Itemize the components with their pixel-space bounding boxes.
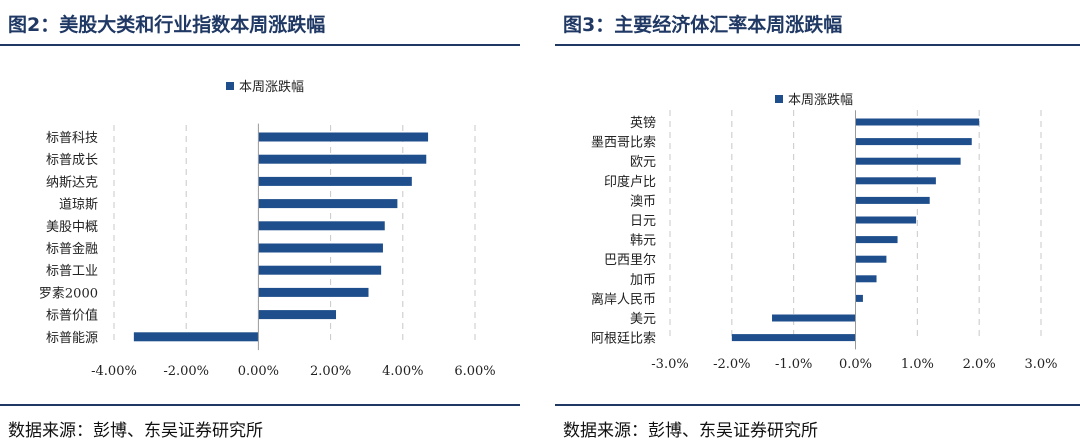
- right-category-label: 墨西哥比索: [591, 136, 656, 151]
- right-bar: [855, 177, 936, 185]
- right-bar: [855, 255, 887, 263]
- right-category-label: 日元: [630, 214, 656, 229]
- left-category-label: 美股中概: [46, 220, 98, 235]
- left-source-bar: 数据来源：彭博、东吴证券研究所: [0, 404, 520, 447]
- left-category-label: 罗素2000: [39, 286, 98, 301]
- right-tick-label: -1.0%: [775, 357, 812, 372]
- right-category-label: 阿根廷比索: [591, 332, 656, 347]
- right-bar: [855, 157, 961, 165]
- right-tick-label: -3.0%: [651, 357, 688, 372]
- left-category-label: 道琼斯: [59, 198, 98, 213]
- right-category-label: 印度卢比: [604, 174, 656, 190]
- right-chart-title: 图3：主要经济体汇率本周涨跌幅: [563, 14, 843, 36]
- right-category-label: 加币: [630, 273, 656, 288]
- right-category-label: 离岸人民币: [591, 291, 656, 307]
- left-bar: [133, 332, 259, 342]
- left-category-label: 标普金融: [46, 241, 98, 257]
- left-bar: [258, 132, 429, 142]
- right-bar: [855, 138, 972, 146]
- right-category-label: 韩元: [630, 234, 656, 249]
- right-source-text: 数据来源：彭博、东吴证券研究所: [563, 421, 818, 441]
- right-chart-panel: 图3：主要经济体汇率本周涨跌幅 本周涨跌幅英镑墨西哥比索欧元印度卢比澳币日元韩元…: [555, 0, 1080, 445]
- right-legend-swatch: [775, 95, 783, 103]
- left-tick-label: 4.00%: [382, 364, 423, 379]
- left-tick-label: -2.00%: [163, 364, 209, 379]
- left-category-label: 纳斯达克: [46, 175, 98, 190]
- right-tick-label: -2.0%: [713, 357, 750, 372]
- left-category-label: 标普工业: [46, 264, 98, 279]
- left-legend-label: 本周涨跌幅: [239, 79, 304, 95]
- left-bar: [258, 199, 398, 209]
- right-bar: [855, 196, 930, 204]
- left-chart-panel: 图2：美股大类和行业指数本周涨跌幅 本周涨跌幅标普科技标普成长纳斯达克道琼斯美股…: [0, 0, 520, 445]
- right-tick-label: 3.0%: [1024, 357, 1057, 372]
- right-bar: [772, 314, 856, 322]
- right-bar: [855, 294, 863, 302]
- right-category-label: 澳币: [630, 193, 656, 209]
- left-legend-swatch: [226, 82, 234, 90]
- right-bar: [855, 118, 980, 126]
- right-bar: [855, 216, 917, 224]
- left-tick-label: 0.00%: [238, 364, 279, 379]
- left-bar: [258, 243, 383, 253]
- left-chart-title: 图2：美股大类和行业指数本周涨跌幅: [8, 14, 326, 36]
- right-bar: [855, 236, 898, 244]
- left-bar: [258, 310, 337, 320]
- right-title-bar: 图3：主要经济体汇率本周涨跌幅: [555, 0, 1080, 46]
- right-legend-label: 本周涨跌幅: [788, 92, 853, 108]
- left-category-label: 标普能源: [46, 331, 98, 346]
- right-tick-label: 1.0%: [901, 357, 934, 372]
- right-bar: [731, 334, 856, 342]
- left-bar: [258, 154, 427, 164]
- right-source-bar: 数据来源：彭博、东吴证券研究所: [555, 404, 1080, 447]
- left-tick-label: 2.00%: [310, 364, 351, 379]
- left-category-label: 标普科技: [46, 131, 98, 146]
- left-source-text: 数据来源：彭博、东吴证券研究所: [8, 421, 263, 441]
- right-category-label: 欧元: [630, 155, 656, 170]
- left-bar: [258, 176, 412, 186]
- right-category-label: 英镑: [630, 115, 656, 131]
- left-bar: [258, 287, 369, 297]
- right-tick-label: 2.0%: [963, 357, 996, 372]
- right-bar: [855, 275, 877, 283]
- right-category-label: 美元: [630, 312, 656, 327]
- left-tick-label: -4.00%: [91, 364, 137, 379]
- right-tick-label: 0.0%: [839, 357, 872, 372]
- left-tick-label: 6.00%: [454, 364, 495, 379]
- left-bar: [258, 221, 385, 231]
- left-category-label: 标普成长: [46, 153, 98, 168]
- left-category-label: 标普价值: [46, 308, 98, 324]
- left-bar: [258, 265, 382, 275]
- right-chart-svg: 本周涨跌幅英镑墨西哥比索欧元印度卢比澳币日元韩元巴西里尔加币离岸人民币美元阿根廷…: [591, 92, 1058, 372]
- left-title-bar: 图2：美股大类和行业指数本周涨跌幅: [0, 0, 520, 46]
- right-category-label: 巴西里尔: [604, 253, 656, 268]
